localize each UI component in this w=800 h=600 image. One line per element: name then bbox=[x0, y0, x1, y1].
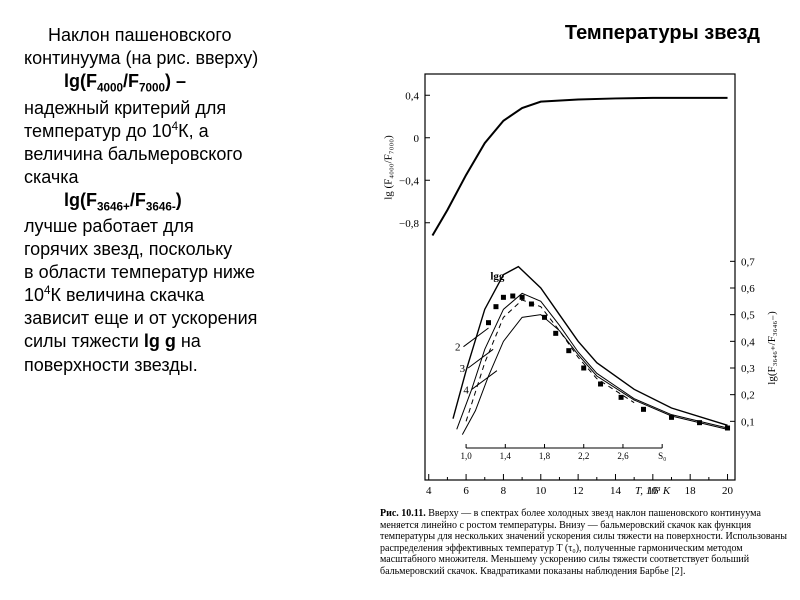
page-title: Температуры звезд bbox=[565, 22, 760, 45]
svg-text:14: 14 bbox=[610, 485, 622, 497]
svg-text:0,2: 0,2 bbox=[741, 390, 755, 402]
svg-text:12: 12 bbox=[573, 485, 584, 497]
svg-text:2,2: 2,2 bbox=[578, 451, 589, 461]
svg-text:lg(F₃₆₄₆₊/F₃₆₄₆₋): lg(F₃₆₄₆₊/F₃₆₄₆₋) bbox=[766, 311, 778, 385]
svg-text:0,6: 0,6 bbox=[741, 283, 755, 295]
svg-text:4: 4 bbox=[463, 384, 469, 396]
svg-text:10: 10 bbox=[535, 485, 547, 497]
p1a: Наклон пашеновского bbox=[48, 25, 232, 45]
svg-text:3: 3 bbox=[460, 363, 466, 375]
svg-text:18: 18 bbox=[685, 485, 697, 497]
svg-text:4: 4 bbox=[426, 485, 432, 497]
svg-text:20: 20 bbox=[722, 485, 734, 497]
svg-text:0,7: 0,7 bbox=[741, 256, 755, 268]
svg-text:8: 8 bbox=[501, 485, 507, 497]
svg-text:0,1: 0,1 bbox=[741, 416, 755, 428]
svg-text:1,8: 1,8 bbox=[539, 451, 551, 461]
svg-text:S₀: S₀ bbox=[658, 451, 666, 461]
svg-text:1,4: 1,4 bbox=[500, 451, 512, 461]
p1b: континуума (на рис. вверху) bbox=[24, 48, 258, 68]
svg-text:T, 10³ K: T, 10³ K bbox=[635, 485, 671, 497]
svg-text:0: 0 bbox=[414, 133, 420, 145]
formula-balmer: lg(F3646+/F3646-) bbox=[24, 189, 364, 216]
body-text: Наклон пашеновского континуума (на рис. … bbox=[24, 24, 364, 377]
svg-text:0,4: 0,4 bbox=[741, 336, 755, 348]
svg-text:lg (F₄₀₀₀/F₇₀₀₀): lg (F₄₀₀₀/F₇₀₀₀) bbox=[383, 135, 395, 200]
formula-paschen: lg(F4000/F7000) – bbox=[24, 70, 364, 97]
svg-text:0,4: 0,4 bbox=[405, 90, 419, 102]
caption-head: Рис. 10.11. bbox=[380, 508, 426, 519]
svg-text:0,5: 0,5 bbox=[741, 310, 755, 322]
svg-text:2,6: 2,6 bbox=[617, 451, 629, 461]
svg-text:0,3: 0,3 bbox=[741, 363, 755, 375]
svg-text:−0,4: −0,4 bbox=[399, 175, 419, 187]
svg-text:1,0: 1,0 bbox=[460, 451, 472, 461]
svg-text:2: 2 bbox=[455, 342, 461, 354]
figure-10-11: 468101214161820T, 10³ K0,40−0,4−0,8lg (F… bbox=[370, 60, 780, 500]
figure-caption: Рис. 10.11. Вверху — в спектрах более хо… bbox=[380, 508, 790, 577]
svg-text:−0,8: −0,8 bbox=[399, 218, 419, 230]
svg-text:lgg: lgg bbox=[490, 270, 505, 282]
caption-body: Вверху — в спектрах более холодных звезд… bbox=[380, 508, 787, 577]
svg-text:6: 6 bbox=[463, 485, 469, 497]
